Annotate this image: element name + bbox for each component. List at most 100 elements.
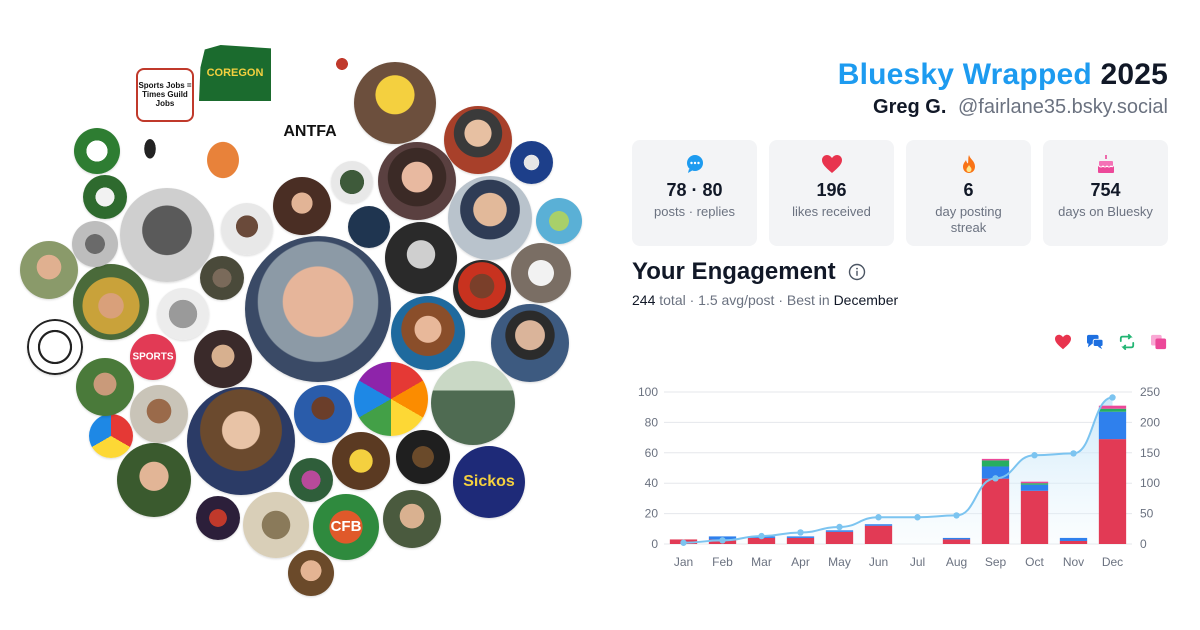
avatar[interactable] (27, 319, 83, 375)
avatar[interactable] (332, 432, 390, 490)
oregon-label: COREGON (206, 66, 264, 79)
x-tick-label: Apr (791, 555, 810, 569)
avatar[interactable]: Sports Jobs = Times Guild Jobs (136, 68, 194, 122)
bar-segment (1020, 490, 1049, 544)
y2-tick-label: 150 (1140, 446, 1160, 460)
y-tick-label: 60 (645, 446, 659, 460)
bar-segment (1098, 405, 1127, 409)
avatar[interactable] (354, 362, 428, 436)
best-month: December (833, 292, 899, 308)
bar-segment (825, 531, 854, 544)
engagement-chart-svg: 0 20 40 60 80 100 0 50 100 150 200 250 Jan Feb Mar Apr M… (638, 385, 1160, 569)
avatar[interactable] (120, 188, 214, 282)
y-tick-label: 80 (645, 415, 659, 429)
bar-segment (1098, 408, 1127, 412)
avatar[interactable] (331, 161, 373, 203)
avatar[interactable] (391, 296, 465, 370)
user-handle[interactable]: @fairlane35.bsky.social (957, 96, 1168, 118)
quote-icon[interactable] (1150, 334, 1168, 350)
cumulative-point (680, 539, 687, 546)
avatar[interactable] (288, 550, 334, 596)
stat-card-posts: 78 · 80 posts · replies (632, 140, 757, 246)
avatar[interactable] (273, 177, 331, 235)
title-year: 2025 (1100, 58, 1168, 91)
x-tick-label: Sep (985, 555, 1007, 569)
avatar[interactable] (243, 492, 309, 558)
avatar[interactable] (448, 176, 532, 260)
page-title: Bluesky Wrapped 2025 (632, 56, 1168, 94)
avatar[interactable] (289, 458, 333, 502)
y-tick-label: 0 (651, 537, 658, 551)
stat-card-days: 754 days on Bluesky (1043, 140, 1168, 246)
avatar[interactable] (117, 443, 191, 517)
avatar[interactable] (385, 222, 457, 294)
bar-segment (942, 537, 971, 540)
avatar[interactable] (157, 288, 209, 340)
info-icon[interactable] (848, 263, 866, 281)
y2-tick-label: 200 (1140, 415, 1160, 429)
avatar[interactable]: CFB (313, 494, 379, 560)
avatar[interactable]: SPORTS (130, 334, 176, 380)
cumulative-point (797, 529, 804, 536)
bar-segment (1020, 484, 1049, 491)
stats-row: 78 · 80 posts · replies 196 likes receiv… (632, 140, 1168, 246)
heart-icon[interactable] (1054, 334, 1072, 350)
bar-segment (1020, 483, 1049, 485)
repost-icon[interactable] (1118, 334, 1136, 350)
avatar[interactable] (453, 260, 511, 318)
avatar[interactable] (221, 203, 273, 255)
avatar[interactable] (89, 414, 133, 458)
avatar[interactable] (76, 358, 134, 416)
x-tick-label: Jan (674, 555, 693, 569)
avatar[interactable] (200, 256, 244, 300)
cumulative-point (875, 514, 882, 521)
cake-icon (1043, 154, 1168, 174)
avatar[interactable] (378, 142, 456, 220)
avatar[interactable] (130, 385, 188, 443)
avatar[interactable] (187, 387, 295, 495)
avatar[interactable] (128, 124, 172, 186)
avatar[interactable] (20, 241, 78, 299)
stat-value: 196 (816, 180, 847, 200)
stat-card-likes: 196 likes received (769, 140, 894, 246)
user-line: Greg G. @fairlane35.bsky.social (632, 94, 1168, 120)
heart-icon (769, 154, 894, 174)
avatar[interactable] (444, 106, 512, 174)
x-tick-label: Nov (1063, 555, 1084, 569)
reply-icon[interactable] (1086, 334, 1104, 350)
avatar[interactable] (73, 264, 149, 340)
avatar[interactable] (383, 490, 441, 548)
cumulative-point (1109, 394, 1116, 401)
avatar[interactable] (74, 128, 120, 174)
avatar[interactable] (321, 44, 363, 84)
avatar[interactable] (431, 361, 515, 445)
chart-legend (632, 334, 1168, 350)
flame-icon (906, 154, 1031, 174)
title-accent: Bluesky Wrapped (837, 58, 1092, 91)
avatar[interactable] (396, 430, 450, 484)
avatar[interactable] (194, 330, 252, 388)
avatar[interactable]: ANTFA (282, 96, 338, 146)
bar-segment (864, 525, 893, 544)
avatar[interactable] (72, 221, 118, 267)
avatar[interactable] (83, 175, 127, 219)
bar-segment (786, 537, 815, 544)
avatar[interactable] (491, 304, 569, 382)
avatar[interactable] (511, 243, 571, 303)
x-tick-label: Mar (751, 555, 772, 569)
avatar[interactable]: COREGON (199, 45, 271, 101)
avatar[interactable] (294, 385, 352, 443)
avatar[interactable]: Sickos (453, 446, 525, 518)
sports-label: SPORTS (132, 351, 174, 363)
avatar[interactable] (348, 206, 390, 248)
avatar[interactable] (186, 118, 260, 202)
avatar[interactable] (536, 198, 582, 244)
avatar[interactable] (196, 496, 240, 540)
avatar[interactable] (354, 62, 436, 144)
bar-segment (1098, 439, 1127, 544)
avatar[interactable] (510, 141, 553, 184)
bar-segment (1059, 540, 1088, 544)
bar-segment (864, 524, 893, 526)
avatar-collage: Sickos CFB SPORTS Sports Jobs = Times Gu… (20, 44, 582, 596)
avatar[interactable] (245, 236, 391, 382)
